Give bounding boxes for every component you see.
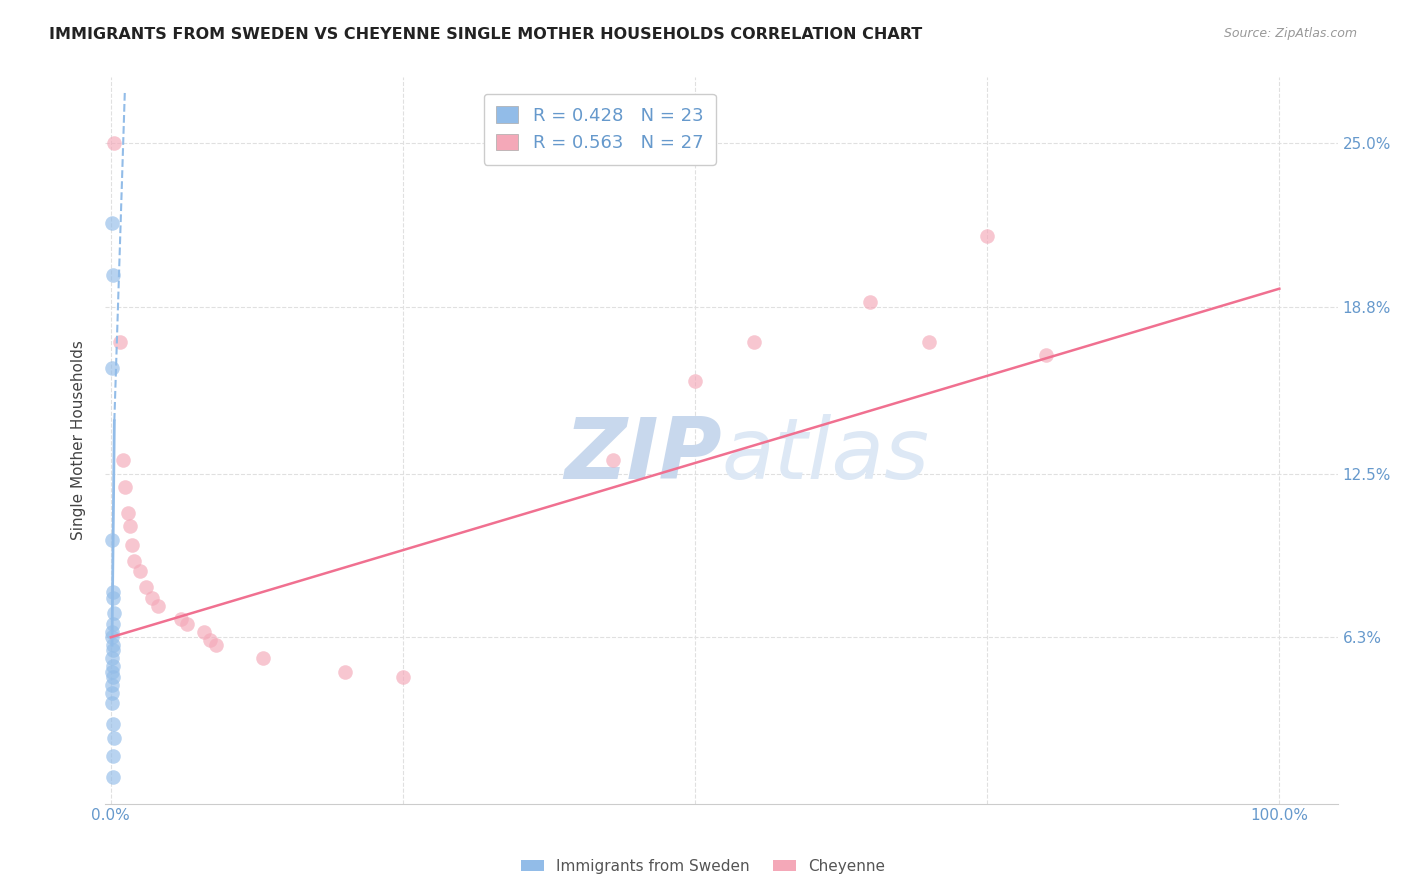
Point xyxy=(176,617,198,632)
Point xyxy=(602,453,624,467)
Point xyxy=(117,506,139,520)
Point xyxy=(392,670,415,684)
Point xyxy=(193,624,215,639)
Text: Source: ZipAtlas.com: Source: ZipAtlas.com xyxy=(1223,27,1357,40)
Point xyxy=(114,480,136,494)
Point xyxy=(101,638,124,652)
Point xyxy=(101,678,124,692)
Point xyxy=(252,651,274,665)
Point xyxy=(101,216,124,230)
Text: atlas: atlas xyxy=(721,414,929,497)
Point xyxy=(108,334,131,349)
Point xyxy=(101,770,124,784)
Point xyxy=(101,651,124,665)
Point xyxy=(101,686,124,700)
Text: IMMIGRANTS FROM SWEDEN VS CHEYENNE SINGLE MOTHER HOUSEHOLDS CORRELATION CHART: IMMIGRANTS FROM SWEDEN VS CHEYENNE SINGL… xyxy=(49,27,922,42)
Point xyxy=(135,580,157,594)
Point xyxy=(101,696,124,710)
Point xyxy=(129,564,152,578)
Legend: Immigrants from Sweden, Cheyenne: Immigrants from Sweden, Cheyenne xyxy=(515,853,891,880)
Point xyxy=(198,632,221,647)
Point xyxy=(101,670,124,684)
Point xyxy=(101,591,124,605)
Text: ZIP: ZIP xyxy=(564,414,721,497)
Point xyxy=(103,136,125,151)
Point xyxy=(683,374,706,388)
Point xyxy=(101,617,124,632)
Point xyxy=(170,612,193,626)
Point xyxy=(103,731,125,745)
Point xyxy=(122,554,145,568)
Point xyxy=(111,453,134,467)
Point xyxy=(101,643,124,657)
Point xyxy=(918,334,941,349)
Point xyxy=(118,519,141,533)
Point xyxy=(101,585,124,599)
Point xyxy=(101,665,124,679)
Point xyxy=(205,638,228,652)
Point xyxy=(976,228,998,243)
Legend: R = 0.428   N = 23, R = 0.563   N = 27: R = 0.428 N = 23, R = 0.563 N = 27 xyxy=(484,94,716,164)
Point xyxy=(141,591,163,605)
Y-axis label: Single Mother Households: Single Mother Households xyxy=(72,341,86,541)
Point xyxy=(101,659,124,673)
Point xyxy=(101,533,124,547)
Point xyxy=(859,294,882,309)
Point xyxy=(146,599,169,613)
Point xyxy=(103,607,125,621)
Point xyxy=(101,749,124,764)
Point xyxy=(742,334,765,349)
Point xyxy=(333,665,356,679)
Point xyxy=(101,360,124,375)
Point xyxy=(101,624,124,639)
Point xyxy=(101,717,124,731)
Point xyxy=(1035,348,1057,362)
Point xyxy=(101,630,124,644)
Point xyxy=(121,538,143,552)
Point xyxy=(101,268,124,283)
